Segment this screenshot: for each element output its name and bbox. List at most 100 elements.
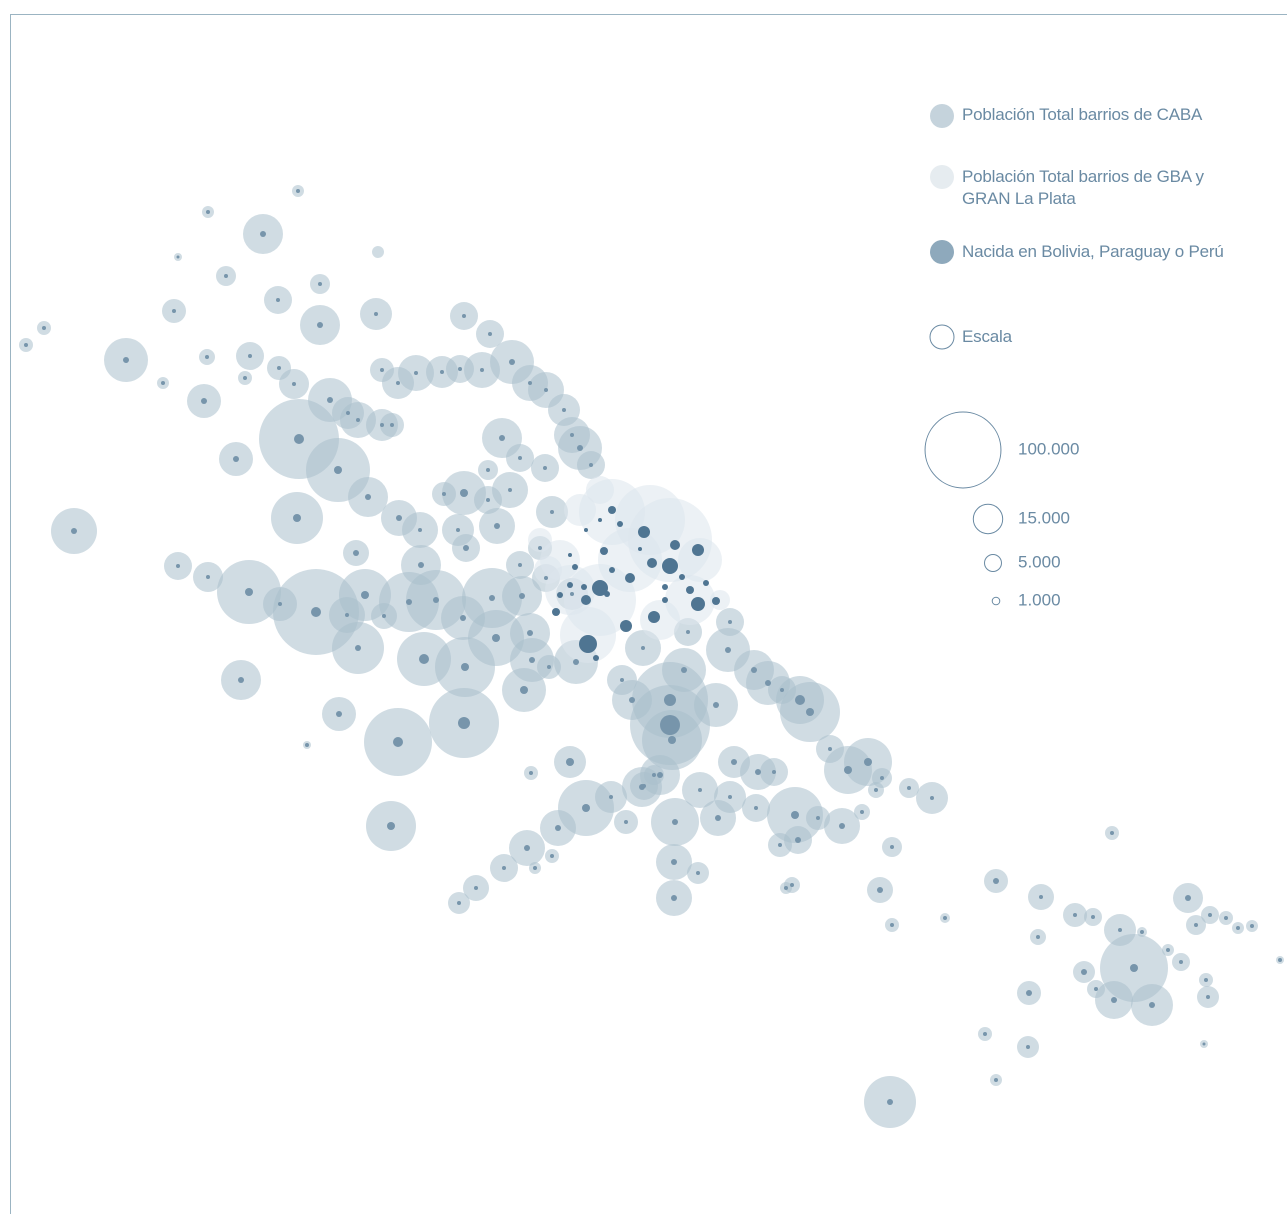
migrant-dot — [1118, 928, 1122, 932]
migrant-dot — [755, 769, 761, 775]
gba-bubble — [586, 476, 614, 504]
scale-label: 15.000 — [1018, 508, 1070, 527]
migrant-dot — [396, 515, 402, 521]
migrant-dot — [1036, 935, 1040, 939]
migrant-dot — [600, 547, 608, 555]
migrant-dot — [609, 567, 615, 573]
migrant-dot — [864, 758, 872, 766]
migrant-dot — [172, 309, 176, 313]
legend-label: Nacida en Bolivia, Paraguay o Perú — [962, 242, 1224, 261]
migrant-dot — [176, 255, 180, 259]
migrant-dot — [457, 901, 461, 905]
migrant-dot — [1208, 913, 1212, 917]
migrant-dot — [334, 466, 342, 474]
migrant-dot — [458, 717, 470, 729]
migrant-dot — [608, 506, 616, 514]
migrant-dot — [593, 655, 599, 661]
migrant-dot — [671, 895, 677, 901]
migrant-dot — [555, 825, 561, 831]
migrant-dot — [790, 883, 794, 887]
migrant-dot — [355, 645, 361, 651]
migrant-dot — [538, 546, 542, 550]
migrant-dot — [880, 776, 884, 780]
migrant-dot — [570, 433, 574, 437]
scale-circle — [991, 596, 1001, 606]
migrant-dot — [582, 804, 590, 812]
migrant-dot — [828, 747, 832, 751]
migrant-dot — [311, 607, 321, 617]
frame — [10, 14, 1287, 1214]
migrant-dot — [238, 677, 244, 683]
migrant-dot — [581, 584, 587, 590]
migrant-dot — [550, 510, 554, 514]
migrant-dot — [440, 370, 444, 374]
scale-circle — [924, 411, 1002, 489]
migrant-dot — [624, 820, 628, 824]
gba-bubble — [678, 538, 722, 582]
migrant-dot — [201, 398, 207, 404]
migrant-dot — [1185, 895, 1191, 901]
migrant-dot — [816, 816, 820, 820]
migrant-dot — [123, 357, 129, 363]
migrant-dot — [544, 576, 548, 580]
migrant-dot — [456, 528, 460, 532]
migrant-dot — [572, 564, 578, 570]
migrant-dot — [581, 595, 591, 605]
migrant-dot — [983, 1032, 987, 1036]
migrant-dot — [205, 355, 209, 359]
gba-bubble — [528, 528, 552, 552]
migrant-dot — [715, 815, 721, 821]
migrant-dot — [1026, 990, 1032, 996]
migrant-dot — [42, 326, 46, 330]
migrant-dot — [277, 366, 281, 370]
migrant-dot — [1194, 923, 1198, 927]
migrant-dot — [1130, 964, 1138, 972]
migrant-dot — [1026, 1045, 1030, 1049]
migrant-dot — [1202, 1042, 1206, 1046]
migrant-dot — [598, 518, 602, 522]
legend-swatch — [929, 324, 955, 350]
migrant-dot — [1073, 913, 1077, 917]
scale-label: 100.000 — [1018, 439, 1079, 458]
migrant-dot — [691, 597, 705, 611]
migrant-dot — [638, 547, 642, 551]
migrant-dot — [327, 397, 333, 403]
migrant-dot — [562, 408, 566, 412]
migrant-dot — [686, 586, 694, 594]
migrant-dot — [993, 878, 999, 884]
migrant-dot — [460, 615, 466, 621]
migrant-dot — [518, 563, 522, 567]
caba-bubble — [372, 246, 384, 258]
migrant-dot — [696, 871, 700, 875]
migrant-dot — [24, 343, 28, 347]
migrant-dot — [874, 788, 878, 792]
migrant-dot — [224, 274, 228, 278]
migrant-dot — [664, 694, 676, 706]
migrant-dot — [463, 545, 469, 551]
migrant-dot — [529, 771, 533, 775]
migrant-dot — [382, 614, 386, 618]
migrant-dot — [662, 584, 668, 590]
migrant-dot — [243, 376, 247, 380]
migrant-dot — [387, 822, 395, 830]
migrant-dot — [544, 388, 548, 392]
migrant-dot — [698, 788, 702, 792]
gba-bubble — [564, 494, 596, 526]
migrant-dot — [589, 463, 593, 467]
migrant-dot — [692, 544, 704, 556]
migrant-dot — [260, 231, 266, 237]
migrant-dot — [751, 667, 757, 673]
migrant-dot — [418, 562, 424, 568]
migrant-dot — [380, 423, 384, 427]
scale-circle — [984, 554, 1002, 572]
migrant-dot — [393, 737, 403, 747]
migrant-dot — [994, 1078, 998, 1082]
migrant-dot — [780, 688, 784, 692]
migrant-dot — [570, 592, 574, 596]
migrant-dot — [1236, 926, 1240, 930]
migrant-dot — [233, 456, 239, 462]
migrant-dot — [480, 368, 484, 372]
migrant-dot — [662, 597, 668, 603]
migrant-dot — [292, 382, 296, 386]
migrant-dot — [414, 371, 418, 375]
